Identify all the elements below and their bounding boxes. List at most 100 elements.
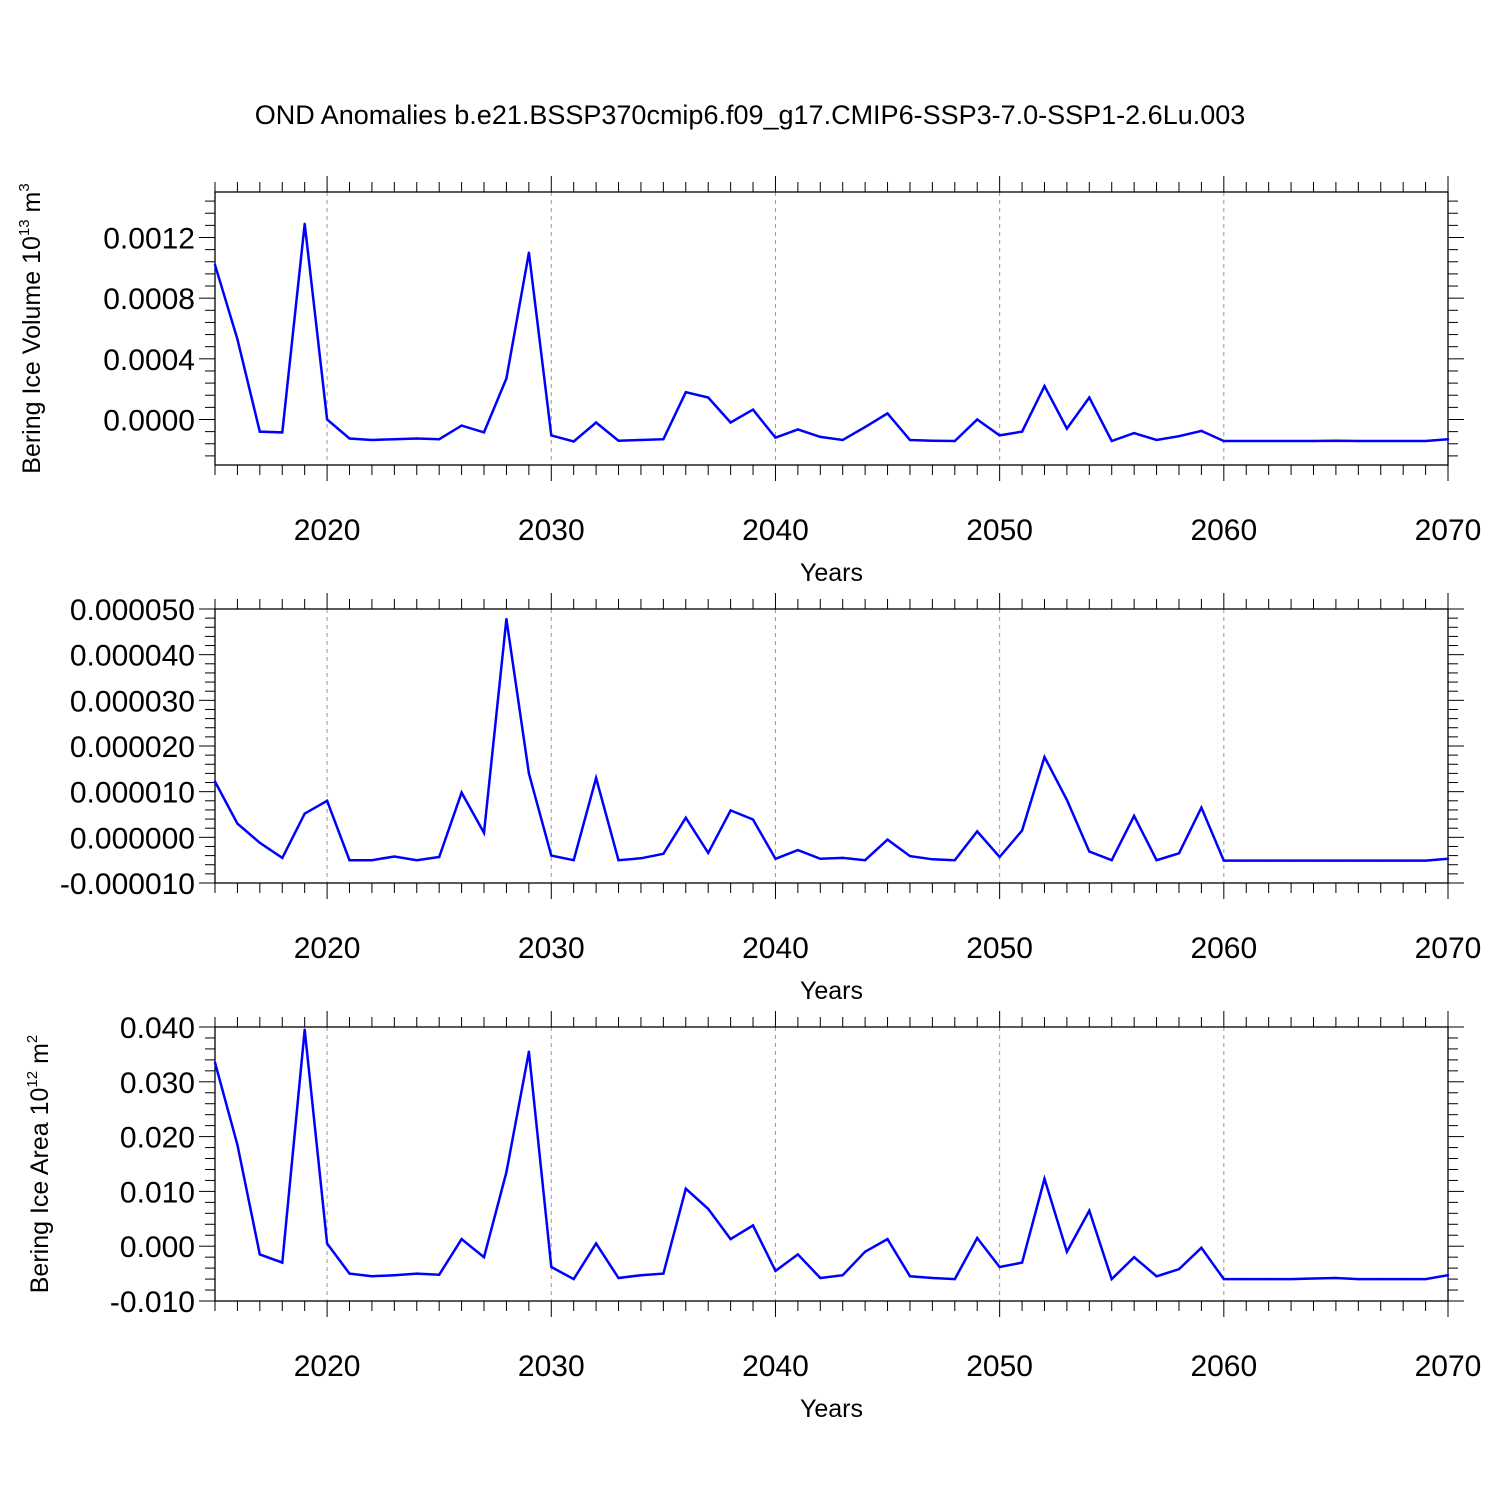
data-point bbox=[1289, 439, 1293, 443]
data-point bbox=[684, 1187, 687, 1190]
data-point bbox=[370, 1275, 374, 1278]
data-point bbox=[482, 431, 486, 434]
data-point bbox=[1088, 850, 1091, 853]
data-point bbox=[1155, 1275, 1158, 1278]
data-point bbox=[1132, 814, 1136, 818]
data-point bbox=[258, 1253, 262, 1256]
x-axis-title: Years bbox=[800, 559, 863, 587]
data-point bbox=[1200, 1246, 1203, 1250]
data-point bbox=[594, 776, 598, 780]
data-point bbox=[1401, 859, 1405, 862]
data-point bbox=[908, 1275, 912, 1278]
data-point bbox=[774, 436, 777, 439]
y-tick-label: 0.000040 bbox=[70, 640, 195, 673]
data-point bbox=[953, 858, 956, 862]
x-tick-label: 2060 bbox=[1190, 514, 1257, 547]
data-point bbox=[707, 851, 710, 855]
data-point bbox=[863, 858, 867, 862]
data-point bbox=[998, 434, 1001, 437]
data-point bbox=[819, 857, 822, 860]
data-point bbox=[774, 1269, 777, 1273]
x-tick-label: 2030 bbox=[518, 932, 585, 965]
data-point bbox=[931, 858, 934, 861]
x-axis-title: Years bbox=[800, 977, 863, 1005]
data-point bbox=[729, 809, 732, 812]
data-point bbox=[729, 1237, 732, 1241]
data-point bbox=[1401, 439, 1405, 443]
x-tick-label: 2040 bbox=[742, 1350, 809, 1383]
data-point bbox=[1110, 1277, 1113, 1281]
data-point bbox=[1357, 1277, 1360, 1281]
data-point bbox=[236, 1143, 239, 1147]
x-tick-label: 2070 bbox=[1415, 932, 1482, 965]
y-axis-title: Bering Ice Volume 1013 m3 bbox=[16, 183, 46, 473]
data-point bbox=[370, 438, 374, 442]
data-point bbox=[1222, 439, 1226, 443]
data-point bbox=[1110, 439, 1113, 443]
data-point bbox=[437, 438, 441, 441]
data-point bbox=[213, 1061, 217, 1064]
data-point bbox=[505, 1171, 508, 1174]
data-point bbox=[796, 1253, 800, 1256]
y-tick-label: -0.000010 bbox=[60, 868, 195, 901]
data-point bbox=[415, 1272, 418, 1275]
x-tick-label: 2070 bbox=[1415, 1350, 1482, 1383]
y-tick-label: 0.000000 bbox=[70, 822, 195, 855]
y-tick-label: 0.030 bbox=[120, 1067, 195, 1100]
data-point bbox=[572, 440, 575, 443]
data-point bbox=[437, 855, 441, 859]
data-point bbox=[1446, 438, 1450, 441]
data-point bbox=[1357, 439, 1360, 443]
data-point bbox=[281, 431, 284, 434]
data-point bbox=[437, 1273, 441, 1276]
data-point bbox=[1177, 434, 1181, 438]
data-point bbox=[1267, 859, 1270, 862]
data-point bbox=[281, 856, 284, 860]
data-point bbox=[1379, 1277, 1382, 1281]
data-point bbox=[1065, 427, 1069, 430]
data-point bbox=[707, 396, 710, 399]
data-point bbox=[774, 857, 777, 860]
data-point bbox=[393, 438, 396, 441]
y-tick-label: 0.0004 bbox=[103, 344, 195, 377]
y-tick-label: 0.0008 bbox=[103, 283, 195, 316]
data-point bbox=[1132, 1255, 1136, 1259]
middle-panel: -0.000010 0.000000 0.000010 0.000020 0.00003… bbox=[60, 593, 1482, 1005]
ice-area-panel: -0.010 0.000 0.010 0.020 0.030 0.040 2020 2030 2… bbox=[24, 1011, 1481, 1423]
data-point bbox=[751, 408, 755, 411]
page-title: OND Anomalies b.e21.BSSP370cmip6.f09_g17… bbox=[254, 100, 1246, 130]
data-point bbox=[1401, 1277, 1405, 1281]
x-tick-label: 2030 bbox=[518, 1350, 585, 1383]
data-point bbox=[1088, 396, 1091, 399]
plot-frame bbox=[214, 1026, 1449, 1302]
data-point bbox=[1043, 1177, 1046, 1180]
data-point bbox=[550, 434, 553, 437]
y-tick-label: 0.000 bbox=[120, 1231, 195, 1264]
data-point bbox=[1020, 1261, 1024, 1264]
data-point bbox=[1357, 859, 1360, 862]
data-point bbox=[617, 439, 620, 442]
data-point bbox=[1424, 859, 1427, 862]
data-point bbox=[953, 1277, 956, 1281]
data-point bbox=[348, 858, 351, 862]
x-axis-title: Years bbox=[800, 1395, 863, 1423]
data-point bbox=[639, 1274, 643, 1277]
data-point bbox=[639, 438, 643, 442]
plot-frame bbox=[214, 608, 1449, 884]
data-point bbox=[796, 428, 800, 431]
y-tick-label: -0.010 bbox=[110, 1286, 195, 1319]
plot-frame bbox=[214, 191, 1449, 466]
data-point bbox=[908, 438, 912, 442]
y-tick-label: 0.020 bbox=[120, 1122, 195, 1155]
x-tick-label: 2020 bbox=[294, 932, 361, 965]
data-point bbox=[482, 831, 486, 834]
x-tick-label: 2050 bbox=[966, 514, 1033, 547]
data-point bbox=[1088, 1209, 1091, 1212]
data-point bbox=[1312, 439, 1315, 443]
data-point bbox=[1334, 1276, 1338, 1280]
data-point bbox=[594, 421, 598, 424]
data-point bbox=[1267, 1277, 1270, 1281]
data-point bbox=[886, 838, 889, 841]
data-point bbox=[819, 435, 822, 439]
data-point bbox=[393, 855, 396, 858]
